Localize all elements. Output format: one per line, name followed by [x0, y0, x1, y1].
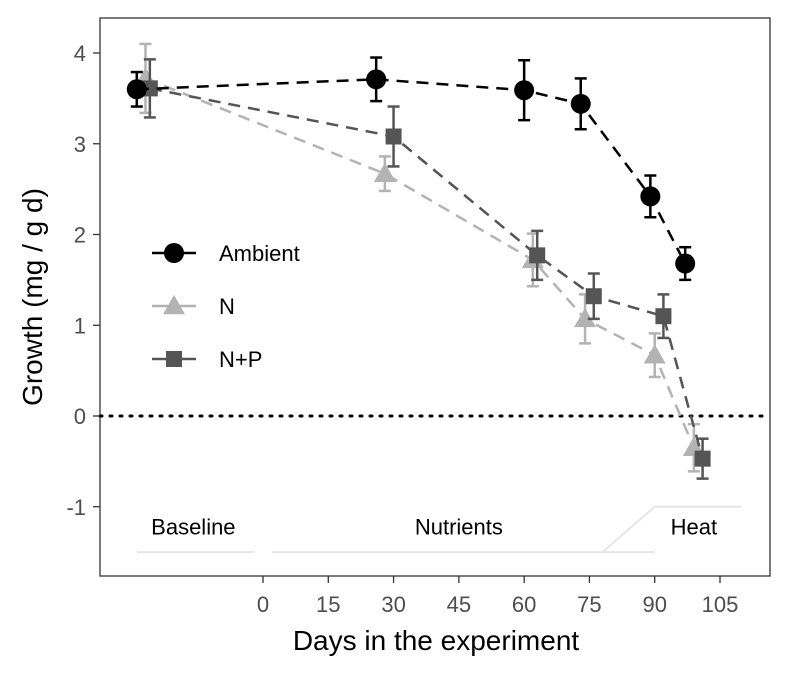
x-tick-label: 0 [257, 592, 269, 617]
data-point-ambient [366, 69, 387, 90]
plot-panel [99, 17, 771, 577]
data-point-ambient [570, 93, 591, 114]
data-point-ambient [126, 79, 147, 100]
legend-item-npp: N+P [152, 347, 262, 372]
data-point-n [574, 307, 597, 328]
y-tick-label: 0 [74, 404, 86, 429]
x-tick-label: 60 [512, 592, 536, 617]
series-line-n [145, 77, 696, 449]
phase-label-baseline: Baseline [151, 515, 235, 540]
series-npp [141, 58, 711, 480]
series-line-npp [149, 87, 704, 459]
y-tick-label: 3 [74, 132, 86, 157]
data-point-n [373, 162, 396, 182]
data-point-ambient [675, 253, 696, 274]
legend-item-ambient: Ambient [152, 241, 300, 266]
legend-marker-ambient [164, 243, 184, 263]
data-point-ambient [514, 80, 535, 101]
data-point-npp [585, 288, 602, 305]
x-axis-title: Days in the experiment [293, 625, 580, 656]
legend-marker-n [163, 295, 185, 315]
x-tick-label: 30 [381, 592, 405, 617]
data-point-n [643, 344, 666, 364]
y-axis-title: Growth (mg / g d) [17, 188, 48, 406]
legend-label-n: N [219, 294, 235, 319]
x-tick-label: 90 [642, 592, 666, 617]
phase-label-nutrients: Nutrients [415, 515, 503, 540]
data-point-ambient [640, 186, 661, 207]
y-tick-label: -1 [66, 495, 86, 520]
legend-label-npp: N+P [219, 347, 262, 372]
data-point-npp [529, 247, 546, 264]
x-tick-label: 15 [316, 592, 340, 617]
phase-label-heat: Heat [671, 515, 717, 540]
data-point-npp [385, 128, 402, 145]
y-tick-label: 2 [74, 223, 86, 248]
x-tick-label: 75 [577, 592, 601, 617]
legend-label-ambient: Ambient [219, 241, 300, 266]
x-tick-label: 105 [702, 592, 739, 617]
x-tick-label: 45 [447, 592, 471, 617]
y-tick-label: 4 [74, 41, 86, 66]
legend-item-n: N [152, 294, 235, 319]
phase-line-heat [601, 505, 742, 553]
legend-marker-npp [166, 351, 182, 367]
series-ambient [126, 56, 696, 282]
y-tick-label: 1 [74, 313, 86, 338]
data-point-npp [694, 450, 711, 467]
data-point-npp [655, 308, 672, 325]
